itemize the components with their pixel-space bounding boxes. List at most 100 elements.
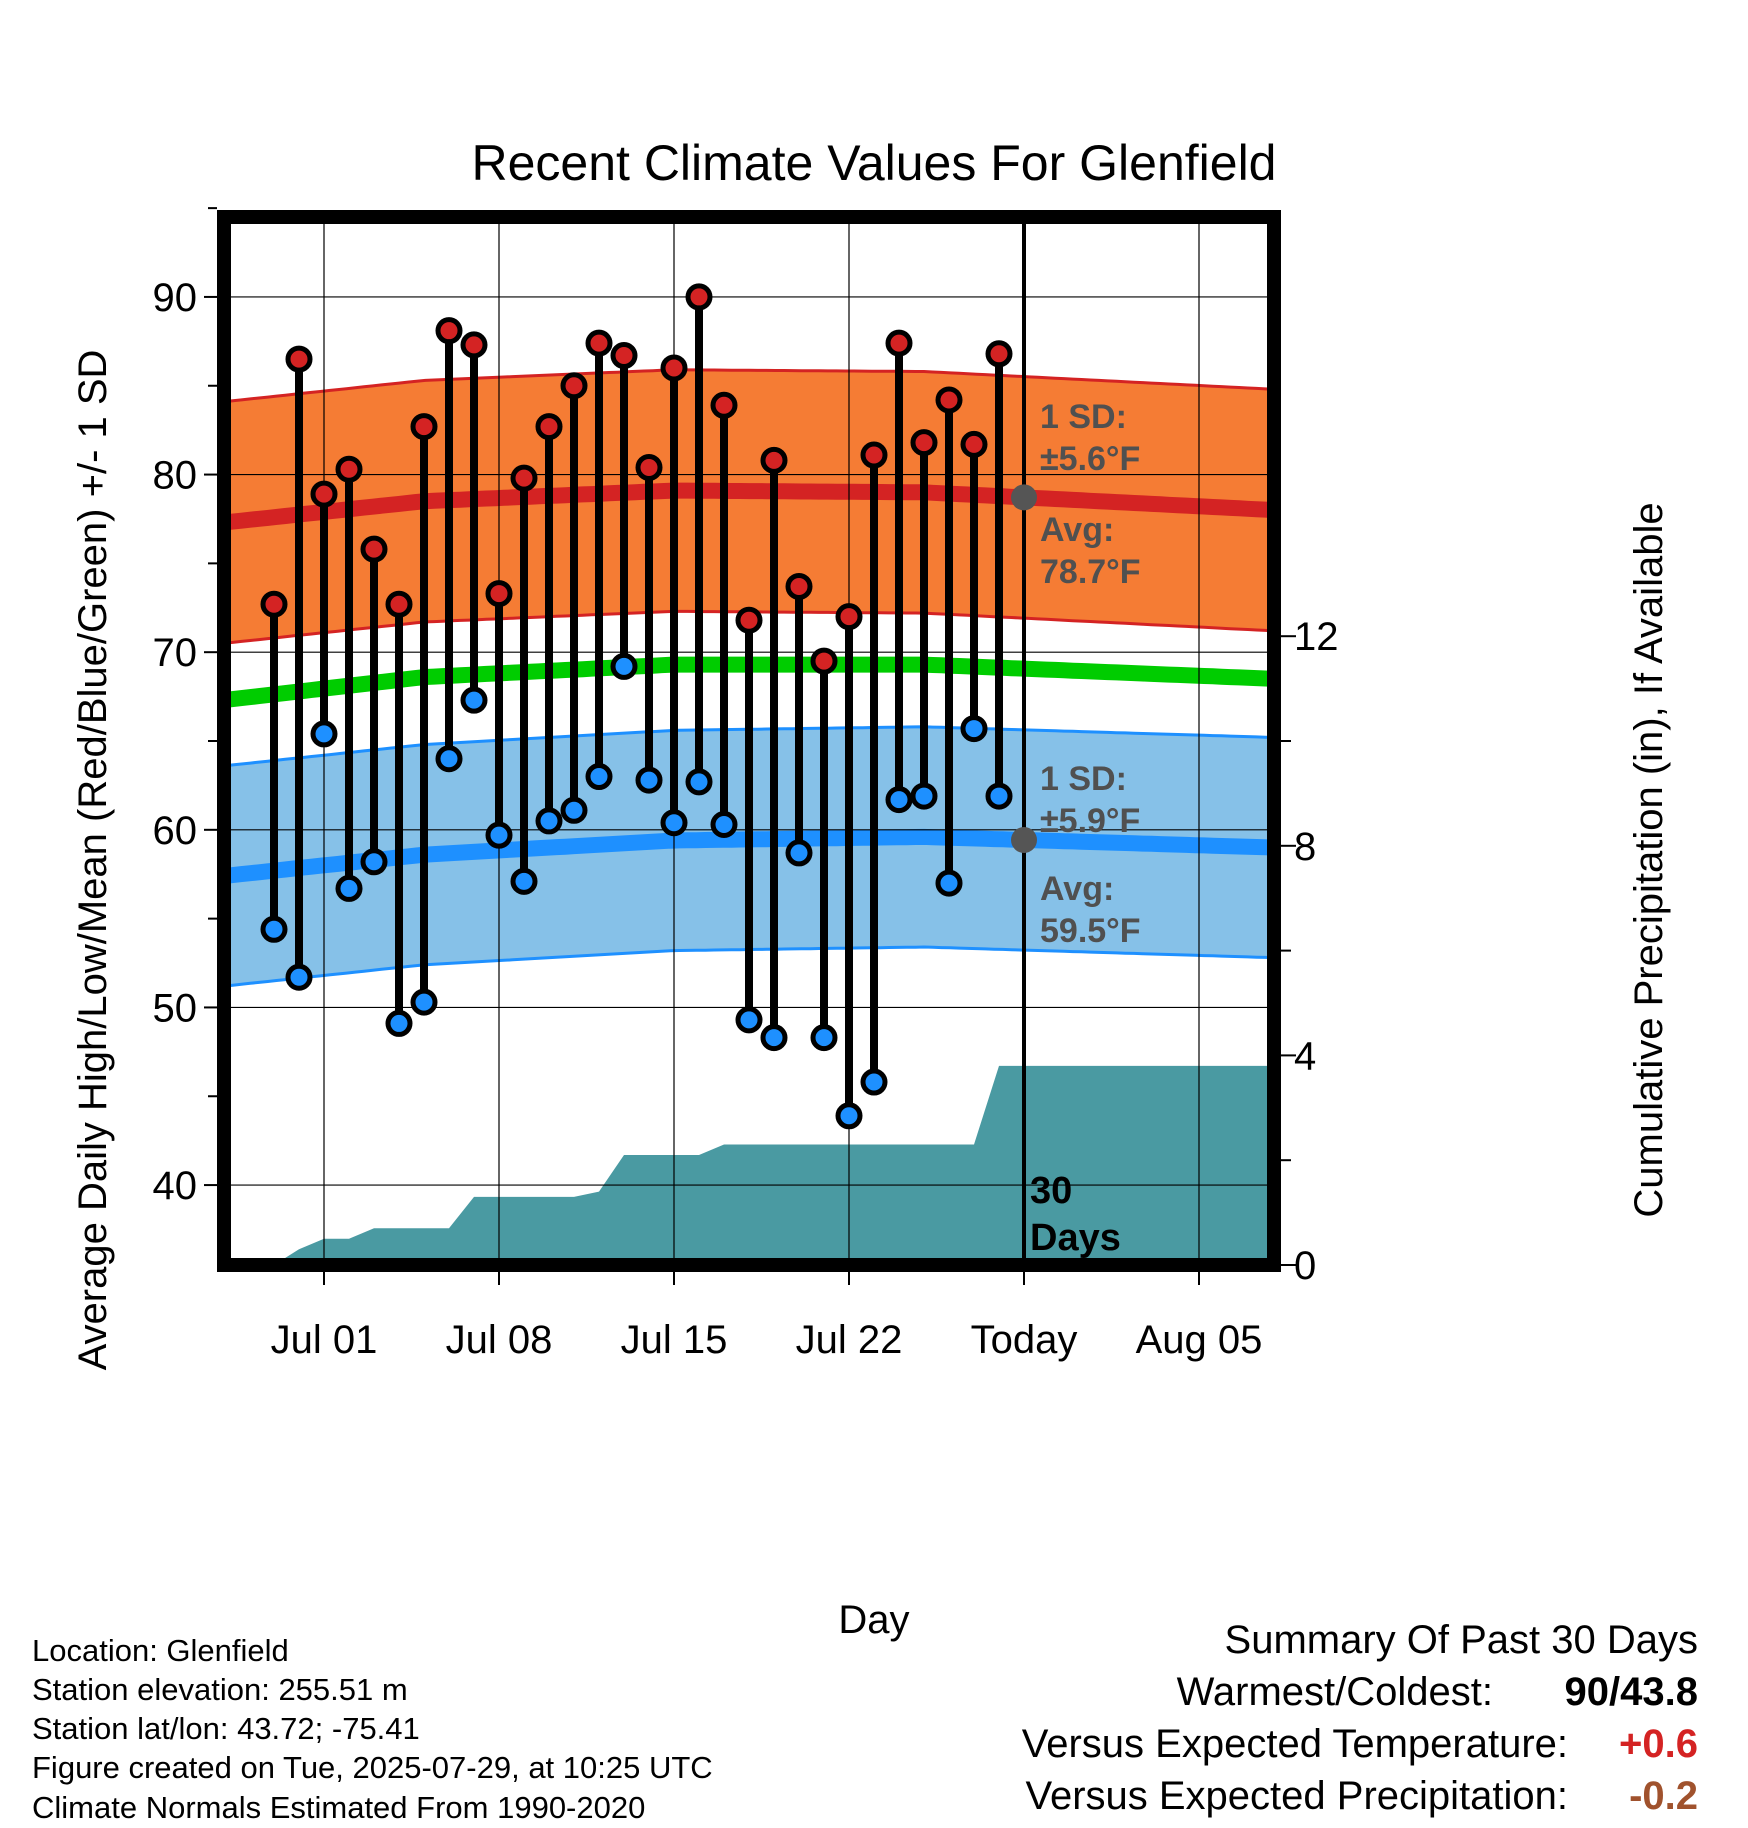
- daily-high-point: [560, 372, 588, 400]
- daily-high-point: [635, 453, 663, 481]
- daily-low-point: [935, 869, 963, 897]
- daily-low-point: [310, 720, 338, 748]
- elevation-text: Station elevation: 255.51 m: [32, 1672, 408, 1707]
- daily-high-point: [810, 647, 838, 675]
- daily-high-point: [710, 391, 738, 419]
- normals-text: Climate Normals Estimated From 1990-2020: [32, 1790, 646, 1825]
- daily-high-point: [910, 429, 938, 457]
- chart-title: Recent Climate Values For Glenfield: [472, 135, 1277, 191]
- daily-high-point: [510, 464, 538, 492]
- daily-low-point: [410, 988, 438, 1016]
- temp-vs-expected-label: Versus Expected Temperature:: [1021, 1722, 1568, 1766]
- daily-low-point: [960, 715, 988, 743]
- daily-low-point: [485, 821, 513, 849]
- daily-low-point: [685, 768, 713, 796]
- daily-high-point: [835, 603, 863, 631]
- high-sd-value: ±5.6°F: [1040, 440, 1140, 478]
- daily-high-point: [860, 441, 888, 469]
- daily-high-point: [985, 340, 1013, 368]
- daily-high-point: [260, 590, 288, 618]
- precip-vs-expected-value: -0.2: [1629, 1774, 1698, 1818]
- today-low-avg-marker: [1011, 826, 1037, 853]
- daily-high-point: [335, 455, 363, 483]
- daily-high-point: [385, 590, 413, 618]
- daily-high-point: [785, 572, 813, 600]
- warm-cold-label: Warmest/Coldest:: [1176, 1670, 1493, 1714]
- daily-low-point: [810, 1024, 838, 1052]
- temp-vs-expected-value: +0.6: [1619, 1722, 1698, 1766]
- created-text: Figure created on Tue, 2025-07-29, at 10…: [32, 1750, 713, 1785]
- daily-high-point: [610, 342, 638, 370]
- precip-days-count: 30: [1030, 1170, 1072, 1212]
- daily-low-point: [385, 1009, 413, 1037]
- x-tick-label: Jul 15: [621, 1318, 728, 1362]
- daily-high-point: [485, 580, 513, 608]
- daily-low-point: [560, 796, 588, 824]
- low-sd-label: 1 SD:: [1040, 760, 1127, 798]
- daily-high-point: [310, 480, 338, 508]
- y-axis-label: Average Daily High/Low/Mean (Red/Blue/Gr…: [71, 350, 115, 1371]
- x-tick-label: Jul 01: [271, 1318, 378, 1362]
- x-tick-label: Jul 22: [796, 1318, 903, 1362]
- x-tick-label: Jul 08: [446, 1318, 553, 1362]
- y2-tick-label: 12: [1294, 615, 1339, 659]
- daily-high-point: [735, 606, 763, 634]
- y-tick-label: 50: [153, 986, 198, 1030]
- daily-high-point: [885, 329, 913, 357]
- y2-tick-label: 0: [1294, 1244, 1316, 1288]
- daily-high-point: [585, 329, 613, 357]
- plot-frame: [217, 210, 1281, 1272]
- y-tick-label: 70: [153, 631, 198, 675]
- daily-low-point: [735, 1006, 763, 1034]
- low-sd-value: ±5.9°F: [1040, 802, 1140, 840]
- daily-low-point: [860, 1068, 888, 1096]
- y-tick-label: 80: [153, 454, 198, 498]
- daily-low-point: [985, 782, 1013, 810]
- high-avg-line: [224, 482, 1274, 531]
- daily-low-point: [660, 809, 688, 837]
- daily-high-point: [360, 535, 388, 563]
- y2-tick-label: 4: [1294, 1034, 1316, 1078]
- daily-low-point: [535, 807, 563, 835]
- high-sd-upper-edge: [224, 368, 1274, 404]
- y-tick-label: 90: [153, 276, 198, 320]
- precip-vs-expected-label: Versus Expected Precipitation:: [1025, 1774, 1568, 1818]
- today-high-avg-marker: [1011, 484, 1037, 511]
- daily-low-point: [910, 782, 938, 810]
- axes: Jul 01 Jul 08 Jul 15 Jul 22 Today Aug 0540506…: [153, 207, 1339, 1362]
- daily-low-point: [760, 1024, 788, 1052]
- daily-high-point: [660, 354, 688, 382]
- daily-low-point: [260, 915, 288, 943]
- y-tick-label: 40: [153, 1164, 198, 1208]
- daily-high-point: [760, 446, 788, 474]
- daily-low-point: [460, 686, 488, 714]
- daily-low-point: [785, 839, 813, 867]
- high-sd-band: [224, 369, 1274, 644]
- precip-days-label: Days: [1030, 1217, 1121, 1259]
- high-avg-label: Avg:: [1040, 511, 1114, 549]
- daily-low-point: [585, 763, 613, 791]
- location-text: Location: Glenfield: [32, 1633, 289, 1668]
- plot-content: 1 SD: ±5.6°F Avg: 78.7°F 1 SD: ±5.9°F Avg: 59.5…: [224, 217, 1274, 1265]
- low-avg-value: 59.5°F: [1040, 912, 1141, 950]
- precip-area: [249, 1065, 1274, 1265]
- daily-high-point: [535, 413, 563, 441]
- latlon-text: Station lat/lon: 43.72; -75.41: [32, 1711, 420, 1746]
- daily-low-point: [835, 1102, 863, 1130]
- daily-high-point: [460, 331, 488, 359]
- daily-low-point: [435, 745, 463, 773]
- daily-high-point: [685, 283, 713, 311]
- summary-title: Summary Of Past 30 Days: [1224, 1618, 1698, 1662]
- x-axis-label: Day: [838, 1598, 909, 1642]
- x-tick-label: Today: [971, 1318, 1078, 1362]
- daily-low-point: [610, 652, 638, 680]
- daily-high-point: [960, 430, 988, 458]
- daily-low-point: [635, 766, 663, 794]
- daily-high-point: [435, 317, 463, 345]
- high-sd-label: 1 SD:: [1040, 398, 1127, 436]
- daily-low-point: [885, 786, 913, 814]
- daily-low-point: [335, 874, 363, 902]
- x-tick-label: Aug 05: [1136, 1318, 1263, 1362]
- low-avg-label: Avg:: [1040, 870, 1114, 908]
- daily-high-point: [285, 345, 313, 373]
